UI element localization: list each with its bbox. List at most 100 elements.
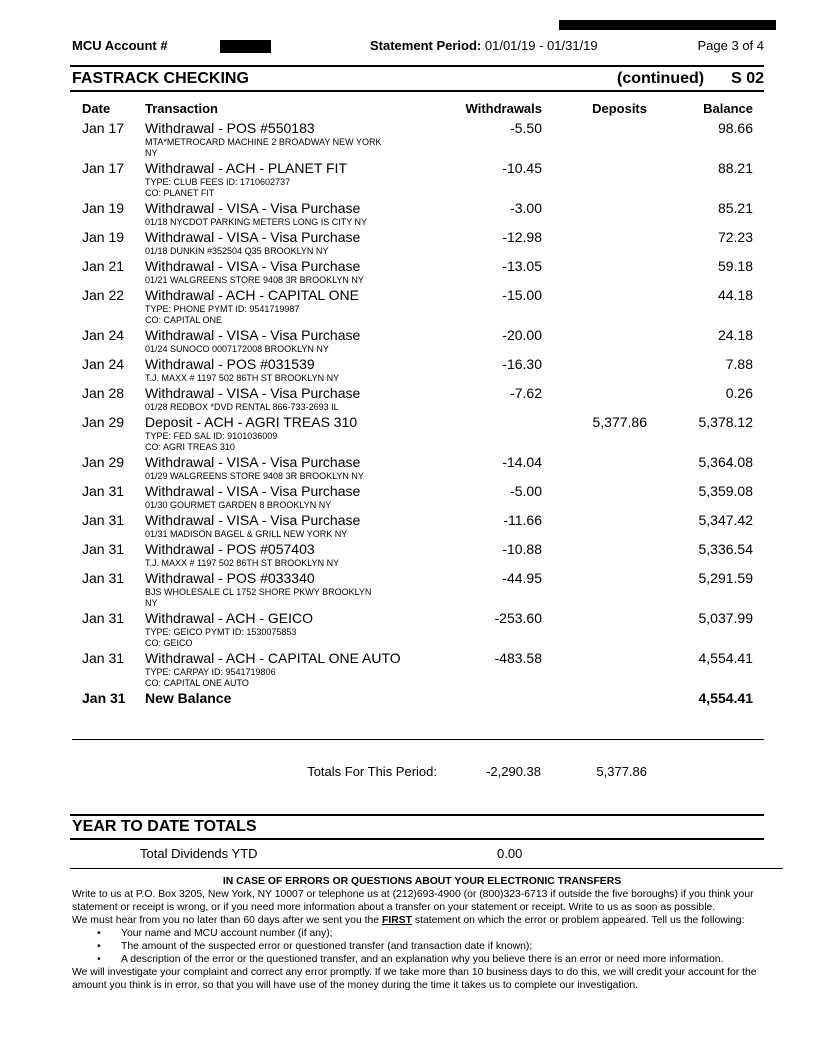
divider (70, 868, 783, 869)
totals-deposits: 5,377.86 (596, 764, 647, 779)
transaction-description: Withdrawal - VISA - Visa Purchase (145, 327, 361, 343)
balance-amount: 85.21 (717, 200, 753, 216)
transaction-detail: CO: PLANET FIT (145, 188, 215, 198)
transaction-detail: T.J. MAXX # 1197 502 86TH ST BROOKLYN NY (145, 373, 340, 383)
transaction-description: Deposit - ACH - AGRI TREAS 310 (145, 414, 358, 430)
deposit-amount: 5,377.86 (592, 414, 648, 430)
transaction-date: Jan 31 (82, 541, 125, 557)
transaction-detail: 01/28 REDBOX *DVD RENTAL 866-733-2693 IL (145, 402, 339, 412)
balance-amount: 88.21 (717, 160, 753, 176)
col-deposits: Deposits (592, 101, 647, 116)
balance-amount: 44.18 (717, 287, 753, 303)
transaction-detail: TYPE: GEICO PYMT ID: 1530075853 (145, 627, 297, 637)
transaction-date: Jan 29 (82, 414, 125, 430)
transaction-description: Withdrawal - VISA - Visa Purchase (145, 385, 361, 401)
bullet-icon: • (97, 941, 101, 952)
transaction-date: Jan 24 (82, 327, 125, 343)
redacted-account-number (220, 40, 271, 53)
errors-paragraph-2: We must hear from you no later than 60 d… (72, 914, 772, 927)
balance-amount: 5,347.42 (698, 512, 754, 528)
transaction-date: Jan 24 (82, 356, 125, 372)
balance-amount: 5,037.99 (698, 610, 754, 626)
bullet-text: A description of the error or the questi… (121, 954, 724, 965)
withdrawal-amount: -483.58 (494, 650, 542, 666)
transaction-date: Jan 17 (82, 160, 125, 176)
table-row: Jan 31 Withdrawal - POS #057403 T.J. MAXX … (0, 541, 816, 570)
withdrawal-amount: -3.00 (510, 200, 542, 216)
transaction-description: Withdrawal - VISA - Visa Purchase (145, 200, 361, 216)
statement-period: Statement Period: 01/01/19 - 01/31/19 (370, 38, 598, 53)
transaction-description: Withdrawal - ACH - CAPITAL ONE AUTO (145, 650, 401, 666)
divider (70, 814, 764, 816)
divider (70, 90, 764, 92)
withdrawal-amount: -16.30 (502, 356, 542, 372)
divider (72, 739, 764, 740)
withdrawal-amount: -10.88 (502, 541, 542, 557)
table-row: Jan 19 Withdrawal - VISA - Visa Purchase 0… (0, 229, 816, 258)
transaction-date: Jan 31 (82, 650, 125, 666)
table-row: Jan 31 Withdrawal - POS #033340 BJS WHOLES… (0, 570, 816, 610)
transaction-date: Jan 29 (82, 454, 125, 470)
divider (70, 838, 764, 840)
bullet-text: Your name and MCU account number (if any… (121, 928, 333, 939)
transaction-detail: 01/18 DUNKIN #352504 Q35 BROOKLYN NY (145, 246, 329, 256)
withdrawal-amount: -20.00 (502, 327, 542, 343)
transaction-detail: 01/31 MADISON BAGEL & GRILL NEW YORK NY (145, 529, 348, 539)
withdrawal-amount: -14.04 (502, 454, 542, 470)
transaction-description: Withdrawal - ACH - GEICO (145, 610, 314, 626)
balance-amount: 72.23 (717, 229, 753, 245)
bullet-item: • A description of the error or the quest… (72, 953, 772, 966)
transaction-detail: MTA*METROCARD MACHINE 2 BROADWAY NEW YOR… (145, 137, 382, 158)
continued-label: (continued) (617, 70, 705, 87)
ytd-title: YEAR TO DATE TOTALS (72, 818, 257, 835)
period-value: 01/01/19 - 01/31/19 (484, 38, 598, 53)
page-number: Page 3 of 4 (697, 38, 765, 53)
transaction-description: Withdrawal - VISA - Visa Purchase (145, 483, 361, 499)
transaction-description: Withdrawal - VISA - Visa Purchase (145, 512, 361, 528)
transaction-date: Jan 31 (82, 483, 125, 499)
transaction-detail: 01/29 WALGREENS STORE 9408 3R BROOKLYN N… (145, 471, 364, 481)
errors-title: IN CASE OF ERRORS OR QUESTIONS ABOUT YOU… (222, 876, 622, 887)
redaction-bar (559, 20, 776, 30)
transaction-detail: CO: AGRI TREAS 310 (145, 442, 235, 452)
withdrawal-amount: -11.66 (503, 512, 542, 528)
account-label: MCU Account # (72, 38, 168, 53)
transaction-date: Jan 28 (82, 385, 125, 401)
balance-amount: 5,291.59 (698, 570, 754, 586)
transaction-description: Withdrawal - ACH - PLANET FIT (145, 160, 348, 176)
balance-amount: 0.26 (725, 385, 753, 401)
new-balance-row: Jan 31 New Balance 4,554.41 (0, 690, 816, 708)
new-balance-amount: 4,554.41 (698, 690, 754, 706)
section-title: FASTRACK CHECKING (72, 70, 249, 87)
balance-amount: 4,554.41 (698, 650, 754, 666)
col-transaction: Transaction (145, 101, 218, 116)
transaction-description: Withdrawal - VISA - Visa Purchase (145, 454, 361, 470)
withdrawal-amount: -10.45 (502, 160, 542, 176)
col-date: Date (82, 101, 111, 116)
table-row: Jan 24 Withdrawal - POS #031539 T.J. MAXX … (0, 356, 816, 385)
transaction-description: Withdrawal - POS #033340 (145, 570, 315, 586)
table-row: Jan 24 Withdrawal - VISA - Visa Purchase 0… (0, 327, 816, 356)
errors-paragraph-3: We will investigate your complaint and c… (72, 967, 757, 991)
transaction-date: Jan 31 (82, 610, 125, 626)
transaction-detail: TYPE: FED SAL ID: 9101036009 (145, 431, 278, 441)
bullet-text: The amount of the suspected error or que… (121, 941, 533, 952)
balance-amount: 24.18 (717, 327, 753, 343)
transaction-detail: T.J. MAXX # 1197 502 86TH ST BROOKLYN NY (145, 558, 340, 568)
transaction-description: Withdrawal - VISA - Visa Purchase (145, 229, 361, 245)
new-balance-label: New Balance (145, 690, 232, 706)
transaction-description: Withdrawal - VISA - Visa Purchase (145, 258, 361, 274)
transaction-detail: TYPE: CARPAY ID: 9541719806 (145, 667, 276, 677)
errors-bullet-list: • Your name and MCU account number (if an… (72, 927, 772, 966)
bullet-icon: • (97, 928, 101, 939)
withdrawal-amount: -5.00 (510, 483, 542, 499)
withdrawal-amount: -253.60 (494, 610, 542, 626)
transaction-date: Jan 19 (82, 229, 125, 245)
transaction-date: Jan 31 (82, 512, 125, 528)
transaction-detail: CO: GEICO (145, 638, 193, 648)
bullet-icon: • (97, 954, 101, 965)
period-label: Statement Period: (370, 38, 482, 53)
table-row: Jan 22 Withdrawal - ACH - CAPITAL ONE TYPE… (0, 287, 816, 327)
p2-text: statement on which the error or problem … (411, 915, 745, 926)
